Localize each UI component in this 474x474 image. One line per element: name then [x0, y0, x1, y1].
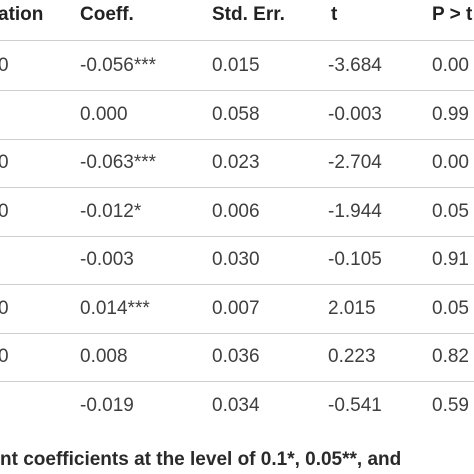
- row-divider: [0, 284, 474, 285]
- table-cell: 0.000: [80, 103, 128, 125]
- table-cell: 0.99: [432, 103, 469, 125]
- table-cell: -0.541: [328, 394, 382, 416]
- table-cell: 0.014***: [80, 297, 150, 319]
- header-coeff: Coeff.: [80, 4, 134, 25]
- row-divider: [0, 333, 474, 334]
- header-variation: ation: [0, 4, 44, 25]
- table-cell: 0.007: [212, 297, 260, 319]
- table-cell: 0.006: [212, 200, 260, 222]
- header-p: P > t: [432, 4, 473, 25]
- header-std-err: Std. Err.: [212, 4, 285, 25]
- table-cell: 0: [0, 346, 9, 367]
- row-divider: [0, 381, 474, 382]
- table-cell: -0.063***: [80, 152, 157, 173]
- row-divider: [0, 236, 474, 237]
- row-divider: [0, 90, 474, 91]
- table-cell: 0.015: [212, 55, 260, 76]
- table-cell: 0.030: [212, 249, 260, 270]
- table-cell: 0.05: [432, 200, 469, 222]
- table-cell: -3.684: [328, 55, 382, 76]
- table-cell: 0.034: [212, 394, 260, 416]
- table-cell: 0.036: [212, 346, 260, 367]
- table-cell: -2.704: [328, 152, 382, 173]
- table-cell: -0.105: [328, 249, 382, 270]
- table-cell: 0.00: [432, 152, 469, 173]
- table-cell: 0.058: [212, 103, 260, 125]
- table-cell: 0: [0, 152, 9, 173]
- table-cell: 0.05: [432, 297, 469, 319]
- table-cell: -0.003: [328, 103, 382, 125]
- table-cell: 0.59: [432, 394, 469, 416]
- table-cell: 0.023: [212, 152, 260, 173]
- table-cell: -0.003: [80, 249, 134, 270]
- header-t: t: [331, 4, 338, 25]
- table-cell: -0.019: [80, 394, 134, 416]
- table-cell: -1.944: [328, 200, 382, 222]
- table-cell: 0: [0, 55, 9, 76]
- row-divider: [0, 139, 474, 140]
- table-cell: 0.00: [432, 55, 469, 76]
- table-cell: 0.008: [80, 346, 128, 367]
- table-cell: 0: [0, 297, 9, 319]
- table-cell: 0: [0, 200, 9, 222]
- table-cell: 0.82: [432, 346, 469, 367]
- header-rule: [0, 40, 474, 41]
- table-cell: -0.056***: [80, 55, 157, 76]
- row-divider: [0, 187, 474, 188]
- table-footnote: nt coefficients at the level of 0.1*, 0.…: [0, 449, 402, 470]
- table-cell: 0.91: [432, 249, 469, 270]
- table-cell: 2.015: [328, 297, 376, 319]
- table-cell: -0.012*: [80, 200, 142, 222]
- table-cell: 0.223: [328, 346, 376, 367]
